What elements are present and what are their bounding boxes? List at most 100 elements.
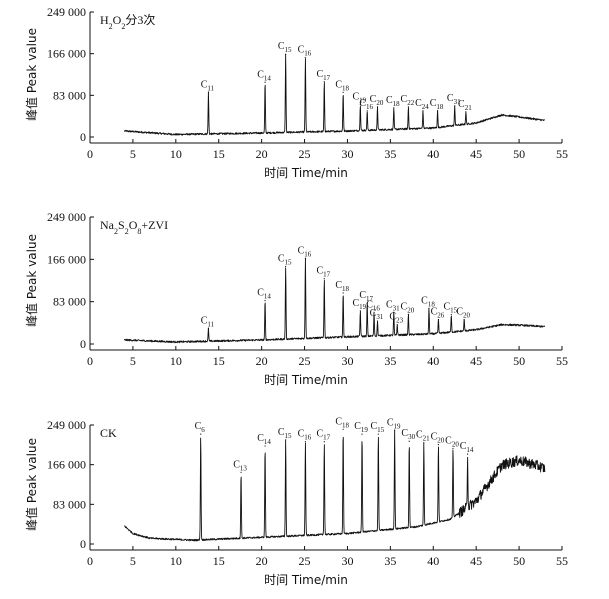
x-tick-label: 50 — [513, 354, 525, 368]
x-tick-label: 20 — [256, 147, 268, 161]
peak-point — [465, 111, 467, 113]
peak-label: C19 — [387, 417, 401, 430]
y-tick-label: 166 000 — [47, 252, 86, 266]
x-tick-label: 10 — [170, 554, 182, 568]
peak-label: C31 — [386, 299, 400, 312]
peak-point — [393, 107, 395, 109]
peak-label: C17 — [316, 69, 330, 82]
x-tick-label: 35 — [384, 354, 396, 368]
peak-label: C30 — [401, 428, 415, 441]
panel-title: CK — [100, 426, 117, 440]
chart-panel-1: 0 83 000 166 000 249 000 0 5 10 15 20 25 30 35 40 45 5… — [24, 5, 568, 180]
x-tick-label: 40 — [427, 147, 439, 161]
peak-label: C16 — [366, 299, 380, 312]
peak-point — [394, 429, 396, 431]
peak-label: C14 — [257, 69, 271, 82]
peak-label: C24 — [415, 98, 429, 111]
x-tick-label: 10 — [170, 147, 182, 161]
x-tick-label: 30 — [341, 554, 353, 568]
x-tick-label: 35 — [384, 147, 396, 161]
peak-point — [285, 439, 287, 441]
peak-point — [304, 441, 307, 443]
x-tick-label: 55 — [556, 554, 568, 568]
peak-point — [240, 471, 242, 473]
chart-panel-3: 0 83 000 166 000 249 000 0 5 10 15 20 25 30 35 40 45 5… — [24, 416, 568, 587]
peak-point — [359, 103, 361, 105]
x-tick-label: 0 — [87, 354, 93, 368]
peak-label: C16 — [359, 98, 373, 111]
peak-label: C21 — [416, 430, 430, 443]
peak-label: C14 — [460, 441, 474, 454]
peak-label: C14 — [257, 433, 271, 446]
x-tick-label: 55 — [556, 354, 568, 368]
peak-point — [376, 320, 379, 322]
peak-label: C18 — [421, 295, 435, 308]
peak-point — [361, 433, 363, 435]
x-axis-label: 时间 Time/min — [264, 166, 348, 180]
peak-point — [452, 447, 454, 450]
peak-point — [285, 265, 287, 268]
y-tick-label: 0 — [80, 337, 86, 351]
y-tick-label: 166 000 — [47, 47, 86, 61]
x-tick-label: 25 — [299, 354, 311, 368]
peak-point — [396, 324, 398, 326]
peak-label: C22 — [401, 94, 415, 107]
peak-point — [342, 91, 344, 93]
chart-panel-2: 0 83 000 166 000 249 000 0 5 10 15 20 25 30 35 40 45 5… — [24, 210, 568, 387]
peak-label: C13 — [233, 459, 247, 472]
peak-point — [359, 310, 361, 312]
x-tick-label: 5 — [130, 554, 136, 568]
peak-point — [407, 106, 409, 108]
x-tick-label: 25 — [299, 147, 311, 161]
x-tick-label: 20 — [256, 354, 268, 368]
peak-label: C18 — [335, 280, 349, 293]
peak-label: C21 — [458, 99, 472, 112]
peak-point — [342, 292, 344, 294]
y-tick-label: 0 — [80, 537, 86, 551]
y-tick-label: 249 000 — [47, 5, 86, 19]
x-tick-label: 30 — [341, 147, 353, 161]
x-tick-label: 0 — [87, 554, 93, 568]
peak-label: C17 — [359, 290, 373, 303]
peak-point — [454, 105, 456, 107]
x-tick-label: 5 — [130, 354, 136, 368]
chromatogram-trace — [124, 429, 546, 542]
peak-point — [437, 318, 440, 321]
peak-label: C18 — [335, 79, 349, 92]
peak-point — [450, 313, 452, 316]
peak-point — [342, 428, 344, 430]
peak-label: C17 — [316, 266, 330, 279]
y-tick-label: 83 000 — [53, 497, 86, 511]
peak-label: C31 — [370, 308, 384, 321]
peak-point — [207, 91, 210, 93]
peak-point — [376, 106, 379, 108]
peak-label: C15 — [443, 301, 457, 314]
peak-point — [264, 81, 266, 83]
peak-point — [463, 318, 465, 321]
peak-point — [304, 257, 307, 259]
peak-point — [437, 443, 440, 446]
peak-point — [264, 300, 266, 302]
y-tick-label: 83 000 — [53, 295, 86, 309]
peak-point — [323, 441, 325, 443]
peak-label: C31 — [447, 93, 461, 106]
x-tick-label: 20 — [256, 554, 268, 568]
y-axis-label: 峰值 Peak value — [24, 234, 39, 327]
x-axis-label: 时间 Time/min — [264, 573, 348, 587]
peak-label: C20 — [431, 432, 445, 445]
x-tick-label: 40 — [427, 354, 439, 368]
peak-label: C16 — [298, 245, 312, 258]
peak-label: C16 — [298, 429, 312, 442]
peak-label: C18 — [430, 98, 444, 111]
peak-point — [264, 445, 266, 447]
x-tick-label: 55 — [556, 147, 568, 161]
peak-point — [366, 110, 368, 112]
x-tick-label: 15 — [213, 147, 225, 161]
chromatogram-trace — [123, 53, 545, 136]
x-tick-label: 15 — [213, 554, 225, 568]
peak-point — [467, 453, 469, 455]
peak-point — [428, 307, 430, 309]
peak-point — [323, 278, 325, 280]
y-tick-label: 166 000 — [47, 458, 86, 472]
